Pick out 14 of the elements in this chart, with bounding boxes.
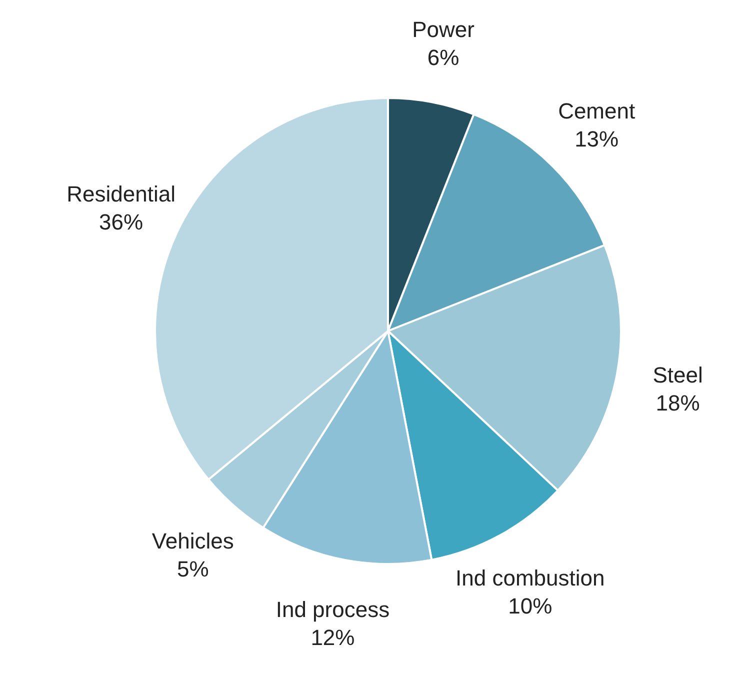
slice-label: Power [412,17,474,42]
data-label: 10% [508,594,552,619]
data-label: 18% [656,390,700,416]
data-label: 5% [177,556,209,582]
data-label: 12% [310,624,355,650]
slice-label: Residential [66,181,176,206]
data-label: 13% [574,126,619,152]
slice-label: Ind process [276,596,390,622]
slice-label: Steel [652,362,703,388]
slice-label: Cement [558,98,636,124]
data-label: 6% [427,45,460,70]
slice-label: Vehicles [152,528,234,554]
data-label: 36% [99,209,144,234]
slice-label: Ind combustion [456,566,605,591]
